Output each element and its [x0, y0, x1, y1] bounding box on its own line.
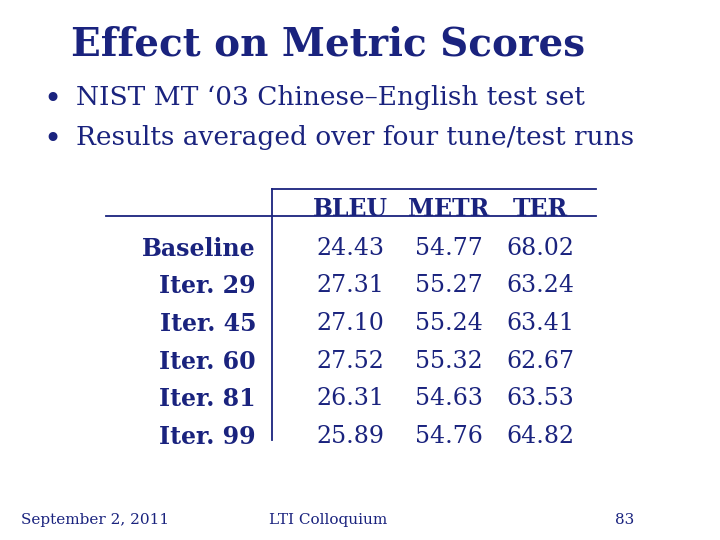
Text: Iter. 29: Iter. 29: [159, 274, 256, 298]
Text: September 2, 2011: September 2, 2011: [21, 513, 169, 527]
Text: 27.52: 27.52: [317, 349, 384, 373]
Text: 83: 83: [616, 513, 635, 527]
Text: 68.02: 68.02: [506, 237, 574, 260]
Text: 63.24: 63.24: [506, 274, 574, 298]
Text: METR: METR: [408, 198, 490, 221]
Text: 25.89: 25.89: [317, 425, 384, 448]
Text: 55.24: 55.24: [415, 312, 482, 335]
Text: LTI Colloquium: LTI Colloquium: [269, 513, 387, 527]
Text: Iter. 99: Iter. 99: [159, 425, 256, 449]
Text: NIST MT ‘03 Chinese–English test set: NIST MT ‘03 Chinese–English test set: [76, 85, 585, 110]
Text: 27.31: 27.31: [317, 274, 384, 298]
Text: 27.10: 27.10: [317, 312, 384, 335]
Text: BLEU: BLEU: [313, 198, 388, 221]
Text: Iter. 45: Iter. 45: [160, 312, 256, 336]
Text: 54.63: 54.63: [415, 387, 482, 410]
Text: TER: TER: [513, 198, 567, 221]
Text: Iter. 81: Iter. 81: [159, 387, 256, 411]
Text: 26.31: 26.31: [317, 387, 384, 410]
Text: Results averaged over four tune/test runs: Results averaged over four tune/test run…: [76, 125, 634, 150]
Text: 55.32: 55.32: [415, 349, 482, 373]
Text: 55.27: 55.27: [415, 274, 482, 298]
Text: 54.76: 54.76: [415, 425, 482, 448]
Text: 63.41: 63.41: [506, 312, 574, 335]
Text: •: •: [44, 125, 62, 156]
Text: 64.82: 64.82: [506, 425, 574, 448]
Text: 54.77: 54.77: [415, 237, 482, 260]
Text: 62.67: 62.67: [506, 349, 574, 373]
Text: Effect on Metric Scores: Effect on Metric Scores: [71, 25, 585, 64]
Text: Iter. 60: Iter. 60: [159, 349, 256, 374]
Text: 63.53: 63.53: [506, 387, 574, 410]
Text: 24.43: 24.43: [317, 237, 384, 260]
Text: •: •: [44, 85, 62, 116]
Text: Baseline: Baseline: [143, 237, 256, 261]
